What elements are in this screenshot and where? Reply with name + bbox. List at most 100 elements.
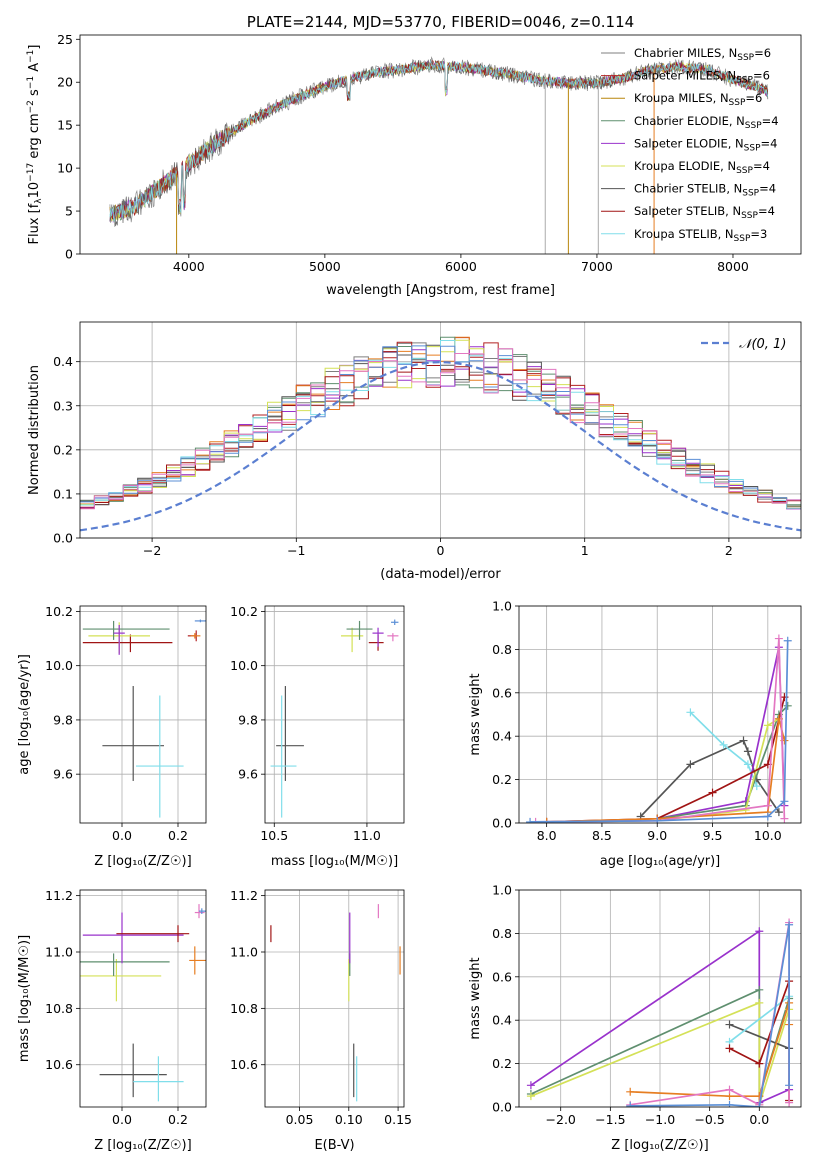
- errorbar-point: [270, 695, 297, 818]
- x-tick-label: 8.0: [537, 828, 557, 843]
- y-tick-label: 0.2: [492, 1056, 512, 1071]
- weight-marker: [755, 1059, 764, 1068]
- mass_vs_Z-points: [80, 904, 206, 1102]
- age_vs_Z-points: [82, 619, 206, 818]
- y-tick-label: 10.0: [45, 658, 73, 673]
- axes-frame: [518, 889, 802, 1108]
- histogram-step: [80, 348, 801, 510]
- axes-frame: [264, 889, 405, 1108]
- weight-line: [546, 718, 786, 823]
- y-tick-label: 20: [57, 75, 73, 90]
- x-tick-label: 11.0: [353, 828, 381, 843]
- y-tick-label: 10.6: [45, 1057, 73, 1072]
- x-tick-label: 0.2: [168, 1112, 188, 1127]
- errorbar-point: [346, 620, 373, 640]
- weight-marker: [626, 1087, 635, 1096]
- y-tick-label: 0.0: [492, 816, 512, 831]
- weight-line: [728, 995, 790, 1043]
- x-tick-label: 4000: [173, 259, 205, 274]
- legend-entry: 𝒩(0, 1): [739, 337, 786, 352]
- y-tick-label: 10.2: [230, 604, 258, 619]
- errorbar-point: [116, 925, 190, 943]
- errorbar-point: [133, 1056, 184, 1102]
- x-tick-label: −2: [143, 543, 161, 558]
- y-tick-label: 0.8: [492, 642, 512, 657]
- axes-frame: [79, 321, 802, 539]
- x-tick-label: 0.0: [112, 828, 132, 843]
- errorbar-point: [372, 627, 384, 647]
- y-tick-label: 11.0: [45, 945, 73, 960]
- y-tick-label: 9.8: [53, 712, 73, 727]
- weight-marker: [725, 1085, 734, 1094]
- x-axis-label: E(B-V): [314, 1138, 354, 1153]
- y-tick-label: 11.2: [230, 888, 258, 903]
- y-tick-label: 0.2: [53, 442, 73, 457]
- weight-marker: [719, 740, 728, 749]
- x-tick-label: 5000: [309, 259, 341, 274]
- errorbar-point: [276, 686, 304, 781]
- weight-marker: [763, 721, 772, 730]
- legend-entry: Chabrier ELODIE, NSSP=4: [634, 114, 779, 131]
- weight-marker: [725, 1044, 734, 1053]
- x-tick-label: 0.05: [286, 1112, 314, 1127]
- age_vs_mass-axes: 10.5 11.0 9.6 9.8 10.0 10.2: [230, 604, 404, 843]
- mass_vs_ebv-points: [270, 904, 401, 1102]
- y-tick-label: 0.1: [53, 486, 73, 501]
- weight-line: [630, 924, 790, 1107]
- weight-marker: [785, 920, 794, 929]
- y-tick-label: 1.0: [492, 883, 512, 898]
- errorbar-point: [194, 619, 206, 623]
- y-tick-label: 10.8: [45, 1001, 73, 1016]
- y-axis-label: mass weight: [468, 673, 483, 755]
- x-axis-label: Z [log₁₀(Z/Z☉)]: [611, 1138, 708, 1153]
- weight-marker: [708, 788, 717, 797]
- weight-marker: [763, 812, 772, 821]
- errorbar-point: [387, 633, 399, 642]
- y-tick-label: 0.2: [492, 772, 512, 787]
- spectrum-series-line: [109, 59, 769, 222]
- weight-marker: [785, 1081, 794, 1090]
- x-tick-label: 8.5: [592, 828, 612, 843]
- errorbar-point: [99, 1043, 167, 1098]
- errorbar-point: [189, 946, 206, 975]
- weight-line: [639, 739, 780, 818]
- y-tick-label: 0.3: [53, 398, 73, 413]
- x-tick-label: 8000: [717, 259, 749, 274]
- weight_vs_Z-lines: [526, 918, 794, 1107]
- weight-marker: [526, 1081, 535, 1090]
- errorbar-point: [136, 695, 184, 818]
- weight-marker: [743, 747, 752, 756]
- x-tick-label: −1.0: [645, 1112, 675, 1127]
- errorbar-point: [82, 634, 173, 653]
- y-tick-label: 0.6: [492, 969, 512, 984]
- histograms: [80, 336, 801, 532]
- weight-marker: [774, 634, 783, 643]
- legend-entry: Chabrier MILES, NSSP=6: [634, 46, 771, 63]
- y-tick-label: 10.0: [230, 658, 258, 673]
- weight-marker: [780, 797, 789, 806]
- y-tick-label: 1.0: [492, 599, 512, 614]
- y-tick-label: 9.6: [53, 767, 73, 782]
- x-tick-label: 1: [581, 543, 589, 558]
- weight-marker: [755, 1103, 764, 1107]
- mass_vs_ebv-axes: 0.05 0.10 0.15 10.6 10.8 11.0 11.2: [230, 888, 412, 1127]
- x-tick-label: 9.0: [647, 828, 667, 843]
- y-tick-label: 0.0: [492, 1100, 512, 1115]
- x-tick-label: 0.2: [168, 828, 188, 843]
- x-tick-label: 10.0: [754, 828, 782, 843]
- spectrum-axes: 4000 5000 6000 7000 8000 0 5 10 15 20 25: [57, 32, 749, 274]
- age_vs_mass-points: [270, 619, 399, 818]
- weight-marker: [755, 985, 764, 994]
- legend-entry: Kroupa ELODIE, NSSP=4: [634, 159, 770, 176]
- y-tick-label: 0: [65, 247, 73, 262]
- axes-frame: [79, 34, 802, 255]
- y-tick-label: 9.6: [238, 767, 258, 782]
- weight-marker: [626, 1101, 635, 1107]
- legend-entry: Kroupa STELIB, NSSP=3: [634, 227, 767, 244]
- weight_vs_age-lines: [526, 634, 792, 823]
- chart-title: PLATE=2144, MJD=53770, FIBERID=0046, z=0…: [247, 13, 634, 31]
- errorbar-point: [368, 634, 384, 651]
- x-axis-label: wavelength [Angstrom, rest frame]: [326, 283, 555, 298]
- x-axis-label: age [log₁₀(age/yr)]: [600, 854, 721, 869]
